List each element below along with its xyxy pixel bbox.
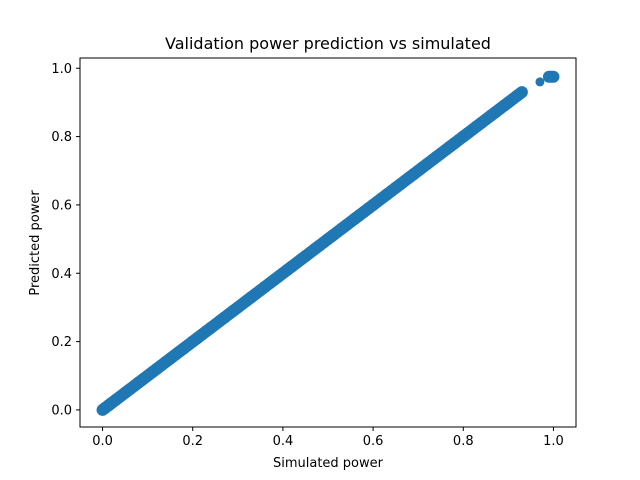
y-tick-label: 0.8 <box>51 130 72 145</box>
chart-title: Validation power prediction vs simulated <box>165 34 491 53</box>
x-tick-label: 0.4 <box>273 434 294 449</box>
x-tick-label: 0.2 <box>182 434 203 449</box>
y-tick-label: 0.4 <box>51 267 72 282</box>
x-axis-label: Simulated power <box>273 456 384 471</box>
data-point <box>535 77 545 87</box>
x-tick-label: 0.6 <box>363 434 384 449</box>
y-axis-label: Predicted power <box>28 190 43 296</box>
x-tick-label: 1.0 <box>543 434 564 449</box>
data-points <box>96 70 560 416</box>
y-tick-label: 0.2 <box>51 335 72 350</box>
plot-frame <box>79 57 577 428</box>
y-tick-label: 1.0 <box>51 62 72 77</box>
y-tick-label: 0.0 <box>51 403 72 418</box>
x-tick-label: 0.0 <box>92 434 113 449</box>
x-tick-label: 0.8 <box>453 434 474 449</box>
y-axis: 0.0 0.2 0.4 0.6 0.8 1.0 <box>51 62 80 418</box>
data-band-segment <box>511 86 528 102</box>
y-tick-label: 0.6 <box>51 198 72 213</box>
x-axis: 0.0 0.2 0.4 0.6 0.8 1.0 <box>92 427 564 449</box>
